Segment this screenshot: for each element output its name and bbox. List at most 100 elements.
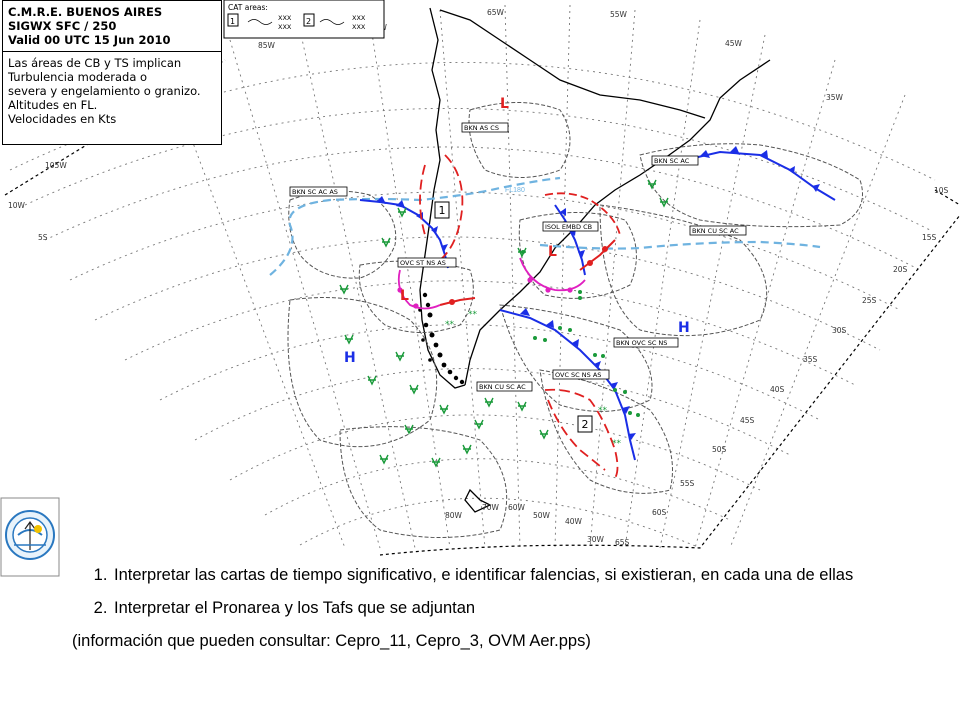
svg-text:35S: 35S bbox=[803, 355, 818, 364]
valid-time: Valid 00 UTC 15 Jun 2010 bbox=[8, 33, 171, 47]
svg-text:45W: 45W bbox=[725, 39, 743, 48]
cat-box-2: 2 bbox=[577, 415, 593, 433]
occluded-fronts bbox=[397, 257, 586, 310]
svg-text:5S: 5S bbox=[38, 233, 48, 242]
svg-text:XXX: XXX bbox=[278, 14, 292, 22]
svg-text:XXX: XXX bbox=[278, 23, 292, 31]
meridian-grid bbox=[159, 4, 906, 549]
occluded-front-markers bbox=[397, 277, 573, 309]
legend-note-line: Altitudes en FL. bbox=[8, 98, 98, 112]
svg-text:45S: 45S bbox=[740, 416, 755, 425]
svg-text:70W: 70W bbox=[482, 503, 500, 512]
cloud-label: ISOL EMBD CB bbox=[542, 221, 599, 232]
legend-note-line: Velocidades en Kts bbox=[8, 112, 117, 126]
svg-text:40W: 40W bbox=[565, 517, 583, 526]
graticule-labels: 85W 75W 65W 55W 45W 35W 105W 10W 80W 70W… bbox=[8, 8, 949, 547]
chart-boundary bbox=[4, 59, 960, 556]
svg-text:XXX: XXX bbox=[352, 23, 366, 31]
svg-text:BKN SC AC AS: BKN SC AC AS bbox=[292, 188, 338, 196]
svg-text:10W: 10W bbox=[8, 201, 26, 210]
svg-text:CAT areas:: CAT areas: bbox=[228, 3, 268, 12]
svg-text:55W: 55W bbox=[610, 10, 628, 19]
svg-text:BKN SC AC: BKN SC AC bbox=[654, 157, 690, 165]
smn-logo bbox=[0, 497, 60, 577]
cloud-labels: BKN AS CS BKN SC AC AS BKN SC AC ISOL EM… bbox=[289, 122, 747, 392]
fjord-coast bbox=[418, 292, 465, 385]
product-name: SIGWX SFC / 250 bbox=[8, 19, 117, 33]
svg-text:50S: 50S bbox=[712, 445, 727, 454]
instruction-item: Interpretar el Pronarea y los Tafs que s… bbox=[112, 599, 957, 618]
svg-text:30S: 30S bbox=[832, 326, 847, 335]
legend-note: Las áreas de CB y TS implican Turbulenci… bbox=[8, 56, 216, 126]
svg-text:60W: 60W bbox=[508, 503, 526, 512]
warm-front bbox=[439, 239, 616, 306]
svg-text:2: 2 bbox=[582, 418, 589, 431]
svg-text:1: 1 bbox=[230, 17, 235, 26]
cold-front-2 bbox=[684, 146, 836, 201]
jet-label: FL180 bbox=[505, 187, 525, 194]
cat-area-3 bbox=[544, 192, 621, 236]
weather-symbols bbox=[339, 179, 669, 468]
low-center: L bbox=[500, 96, 509, 112]
svg-text:65W: 65W bbox=[487, 8, 505, 17]
svg-text:BKN CU SC AC: BKN CU SC AC bbox=[692, 227, 739, 235]
cloud-label: OVC SC NS AS bbox=[552, 369, 610, 380]
coastline bbox=[419, 7, 771, 513]
svg-text:2: 2 bbox=[306, 17, 311, 26]
svg-text:65S: 65S bbox=[615, 538, 630, 547]
svg-text:**: ** bbox=[612, 439, 622, 449]
legend-note-line: Las áreas de CB y TS implican bbox=[8, 56, 182, 70]
svg-text:85W: 85W bbox=[258, 41, 276, 50]
svg-text:OVC SC NS AS: OVC SC NS AS bbox=[555, 371, 601, 379]
cloud-area-outlines bbox=[287, 102, 863, 538]
svg-text:BKN CU SC AC: BKN CU SC AC bbox=[479, 383, 526, 391]
cloud-label: BKN CU SC AC bbox=[476, 381, 533, 392]
high-center: H bbox=[678, 320, 690, 336]
instruction-item: Interpretar las cartas de tiempo signifi… bbox=[112, 566, 957, 585]
legend-note-line: Turbulencia moderada o bbox=[8, 70, 148, 84]
svg-text:40S: 40S bbox=[770, 385, 785, 394]
svg-text:20S: 20S bbox=[893, 265, 908, 274]
svg-text:ISOL EMBD CB: ISOL EMBD CB bbox=[545, 223, 592, 231]
svg-text:XXX: XXX bbox=[352, 14, 366, 22]
low-center: L bbox=[548, 244, 557, 260]
high-center: H bbox=[344, 350, 356, 366]
cat-area-2 bbox=[544, 388, 619, 479]
cloud-label: BKN SC AC AS bbox=[289, 186, 348, 197]
sigwx-chart: FL180 bbox=[4, 0, 960, 556]
svg-text:35W: 35W bbox=[826, 93, 844, 102]
svg-text:15S: 15S bbox=[922, 233, 937, 242]
svg-text:60S: 60S bbox=[652, 508, 667, 517]
cloud-label: OVC ST NS AS bbox=[397, 257, 457, 268]
issuing-center: C.M.R.E. BUENOS AIRES bbox=[8, 5, 163, 19]
svg-text:50W: 50W bbox=[533, 511, 551, 520]
svg-text:**: ** bbox=[445, 320, 455, 330]
cloud-label: BKN AS CS bbox=[461, 122, 509, 133]
svg-text:105W: 105W bbox=[45, 161, 67, 170]
svg-text:10S: 10S bbox=[934, 186, 949, 195]
instructions: Interpretar las cartas de tiempo signifi… bbox=[72, 566, 957, 651]
svg-text:**: ** bbox=[598, 406, 608, 416]
reference-note: (información que pueden consultar: Cepro… bbox=[72, 632, 591, 650]
pressure-centers: L L L H H bbox=[344, 96, 690, 366]
cold-front-4 bbox=[554, 204, 586, 276]
cloud-label: BKN CU SC AC bbox=[689, 225, 747, 236]
svg-text:**: ** bbox=[468, 310, 478, 320]
snow-stars: ** ** ** ** bbox=[445, 310, 622, 449]
legend-note-line: severa y engelamiento o granizo. bbox=[8, 84, 201, 98]
cloud-label: BKN OVC SC NS bbox=[613, 337, 679, 348]
svg-text:1: 1 bbox=[439, 204, 446, 217]
svg-text:80W: 80W bbox=[445, 511, 463, 520]
rain-dots bbox=[521, 250, 640, 417]
svg-text:55S: 55S bbox=[680, 479, 695, 488]
low-center: L bbox=[400, 288, 409, 304]
svg-text:BKN OVC SC NS: BKN OVC SC NS bbox=[616, 339, 667, 347]
chart-legend-box: C.M.R.E. BUENOS AIRES SIGWX SFC / 250 Va… bbox=[2, 0, 222, 145]
svg-text:BKN AS CS: BKN AS CS bbox=[464, 124, 499, 132]
svg-text:OVC ST NS AS: OVC ST NS AS bbox=[400, 259, 446, 267]
svg-text:30W: 30W bbox=[587, 535, 605, 544]
cat-legend: CAT areas: 1 XXX XXX 2 XXX XXX bbox=[223, 0, 385, 39]
cat-area-1 bbox=[419, 154, 464, 261]
cat-box-1: 1 bbox=[434, 201, 450, 219]
cloud-label: BKN SC AC bbox=[651, 155, 699, 166]
